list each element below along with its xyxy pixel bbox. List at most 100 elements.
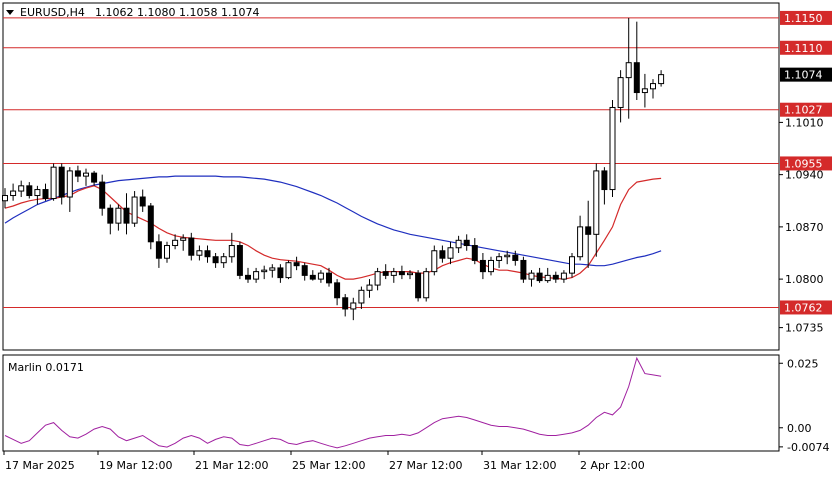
candle — [374, 267, 381, 291]
candle-body-down — [439, 250, 446, 259]
time-tick-label: 17 Mar 2025 — [5, 459, 75, 472]
candle-body-down — [26, 185, 33, 197]
time-tick-label: 2 Apr 12:00 — [580, 459, 645, 472]
candle-body-down — [601, 170, 608, 191]
candle — [277, 264, 284, 283]
candle-body-up — [34, 189, 41, 197]
triangle-down-icon[interactable] — [6, 10, 14, 15]
candle — [504, 250, 511, 265]
level-label: 1.0955 — [784, 157, 823, 170]
price-tick-label: 1.0870 — [785, 221, 824, 234]
time-tick-label: 25 Mar 12:00 — [292, 459, 365, 472]
candle-body-up — [658, 74, 665, 85]
candle-body-up — [569, 256, 575, 274]
candle — [641, 73, 648, 108]
candle — [488, 256, 494, 276]
indicator-axis: 0.025 0.00 -0.0074 — [779, 357, 829, 454]
candle — [18, 180, 25, 198]
candle — [650, 79, 656, 99]
price-tick-label: 1.1010 — [785, 116, 824, 129]
candle — [2, 188, 8, 209]
candle-body-down — [188, 237, 195, 256]
candle-body-down — [398, 271, 405, 276]
indicator-pane[interactable] — [2, 354, 780, 452]
candle-body-up — [431, 250, 438, 273]
candle-body-up — [504, 254, 511, 258]
candle — [431, 245, 438, 276]
candle — [366, 279, 373, 298]
candle-body-up — [609, 106, 616, 191]
candle-body-down — [155, 241, 162, 259]
candle-body-up — [390, 271, 397, 276]
candle-body-down — [74, 170, 81, 177]
price-axis[interactable]: 1.1150 1.1110 1.1027 1.0955 1.0762 1.1010 1.09… — [779, 10, 832, 335]
candle-body-down — [463, 239, 470, 247]
ohlc-readout: 1.1062 1.1080 1.1058 1.1074 — [95, 6, 259, 19]
candle — [633, 21, 640, 101]
level-label: 1.1027 — [784, 104, 823, 117]
indicator-tick-label: 0.025 — [787, 357, 819, 370]
candle-body-down — [326, 272, 332, 284]
candle-body-up — [488, 259, 494, 273]
candle — [569, 252, 575, 278]
candle — [560, 270, 567, 283]
candle — [50, 163, 57, 201]
price-tick-label: 1.0735 — [785, 322, 824, 335]
candle-body-down — [91, 172, 98, 183]
price-tick-label: 1.0800 — [785, 273, 824, 286]
candle — [415, 270, 422, 302]
candle-body-down — [512, 254, 519, 261]
current-price-label: 1.1074 — [784, 69, 823, 82]
candle — [42, 183, 49, 201]
price-tick-label: 1.0940 — [785, 169, 824, 182]
candle — [423, 267, 430, 302]
candle — [123, 193, 130, 235]
candle-body-up — [253, 271, 260, 280]
candle-body-down — [536, 272, 543, 282]
candle — [463, 234, 470, 251]
candle-body-up — [560, 272, 567, 280]
candle — [58, 163, 65, 205]
candle — [164, 241, 170, 263]
indicator-tick-label: 0.00 — [787, 422, 812, 435]
time-tick-label: 19 Mar 12:00 — [99, 459, 172, 472]
candle-body-up — [455, 239, 462, 249]
candle-body-down — [415, 272, 422, 299]
candle — [220, 252, 227, 268]
level-label-bg — [780, 10, 832, 25]
candle-body-up — [650, 83, 656, 90]
candle — [326, 267, 332, 287]
main-pane[interactable] — [2, 2, 780, 351]
candle-body-down — [342, 297, 349, 310]
candle — [253, 267, 260, 283]
candle — [479, 252, 486, 280]
time-tick-label: 27 Mar 12:00 — [389, 459, 462, 472]
candle — [585, 200, 592, 268]
candle-body-up — [228, 245, 235, 258]
candle-body-up — [617, 77, 624, 108]
candle — [147, 202, 154, 250]
candle-body-up — [625, 62, 632, 79]
candle — [66, 167, 73, 212]
candle-body-up — [544, 274, 551, 282]
current-price-bg — [780, 67, 832, 82]
candle — [447, 241, 454, 265]
candle-body-up — [423, 271, 430, 299]
candle-body-down — [58, 166, 65, 198]
candle — [512, 250, 519, 266]
candle — [407, 270, 413, 280]
candle-body-up — [18, 185, 25, 192]
level-label: 1.1150 — [784, 12, 823, 25]
candle-body-up — [317, 272, 324, 280]
candle-body-up — [10, 190, 17, 197]
candle — [334, 279, 341, 306]
candlesticks — [2, 17, 665, 321]
symbol-label: EURUSD,H4 — [20, 6, 85, 19]
level-label: 1.1110 — [784, 42, 823, 55]
time-tick-label: 21 Mar 12:00 — [195, 459, 268, 472]
candle — [34, 185, 41, 205]
candle-body-up — [407, 272, 413, 276]
candle-body-up — [180, 237, 187, 241]
candle — [236, 241, 243, 280]
